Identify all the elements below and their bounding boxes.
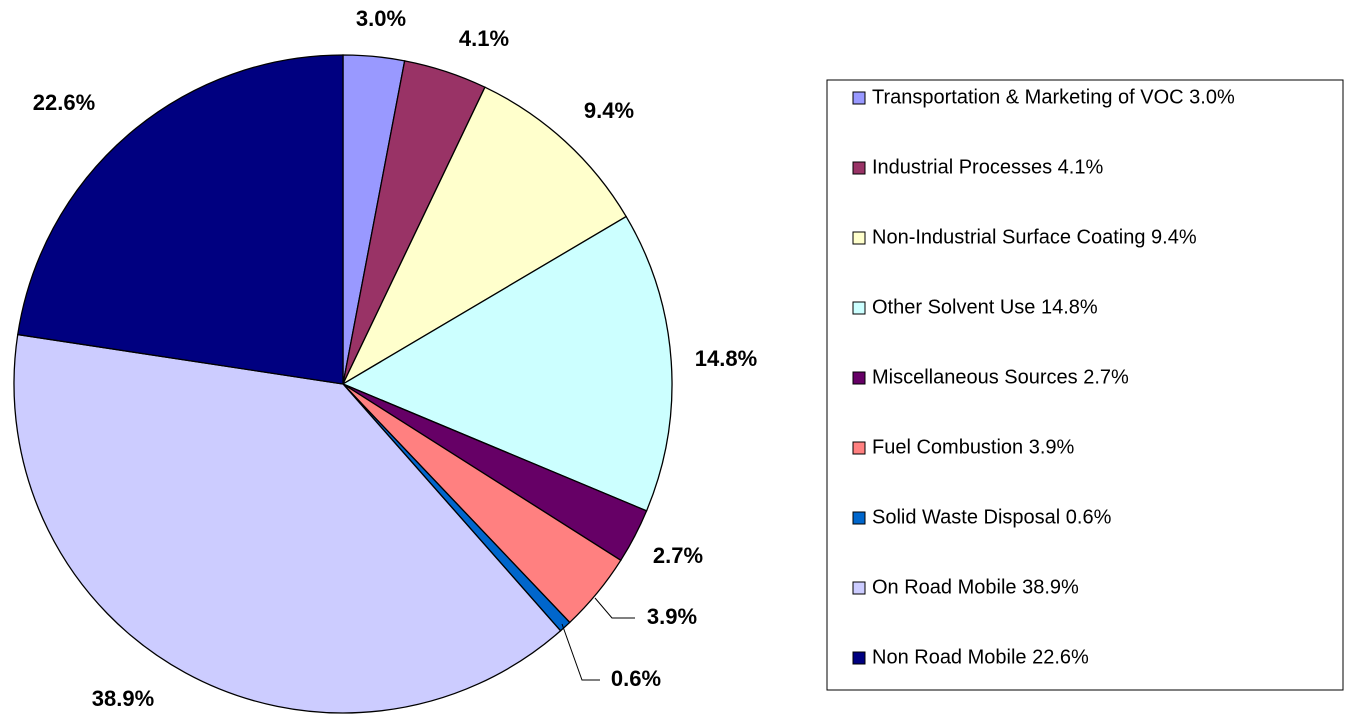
legend-box (826, 79, 1344, 691)
legend-label: On Road Mobile 38.9% (872, 576, 1079, 598)
legend-swatch (852, 441, 866, 455)
data-label: 2.7% (653, 543, 703, 568)
pie-slice (16, 54, 344, 385)
legend-swatch (852, 161, 866, 175)
data-label: 4.1% (459, 26, 509, 51)
legend-swatch (852, 651, 866, 665)
legend-label: Non Road Mobile 22.6% (872, 646, 1089, 668)
legend-swatch (852, 91, 866, 105)
pie-slice (341, 215, 673, 512)
pie-slice (13, 333, 562, 714)
data-label: 14.8% (695, 346, 757, 371)
legend-label: Non-Industrial Surface Coating 9.4% (872, 226, 1197, 248)
legend-label: Solid Waste Disposal 0.6% (872, 506, 1112, 528)
legend-swatch (852, 511, 866, 525)
legend-swatch (852, 231, 866, 245)
legend-swatch (852, 301, 866, 315)
legend-label: Miscellaneous Sources 2.7% (872, 366, 1129, 388)
data-label: 22.6% (33, 90, 95, 115)
data-label: 9.4% (584, 98, 634, 123)
legend-label: Other Solvent Use 14.8% (872, 296, 1098, 318)
legend-label: Industrial Processes 4.1% (872, 156, 1103, 178)
data-label: 38.9% (92, 686, 154, 711)
data-label: 3.0% (356, 6, 406, 31)
leader-line (561, 623, 600, 681)
leader-line (594, 597, 635, 619)
legend-label: Fuel Combustion 3.9% (872, 436, 1075, 458)
legend-swatch (852, 371, 866, 385)
legend-swatch (852, 581, 866, 595)
legend-label: Transportation & Marketing of VOC 3.0% (872, 86, 1235, 108)
pie-slice (341, 86, 628, 386)
data-label: 0.6% (611, 666, 661, 691)
data-label: 3.9% (647, 604, 697, 629)
